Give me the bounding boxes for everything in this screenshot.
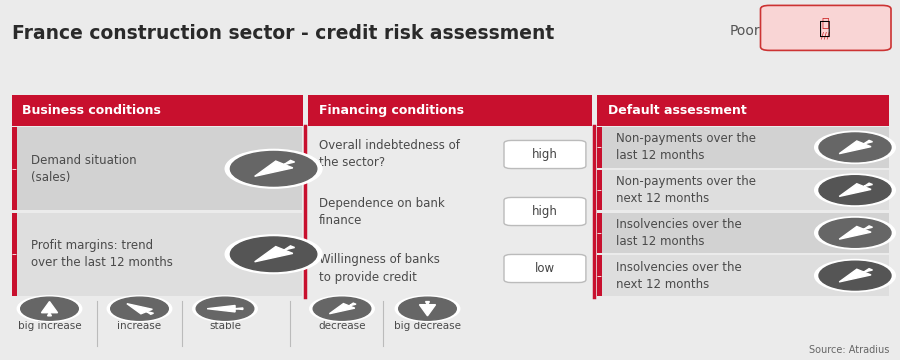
FancyBboxPatch shape (504, 140, 586, 168)
Text: –: – (597, 271, 602, 281)
Polygon shape (41, 302, 58, 313)
Text: –: – (597, 228, 602, 238)
Text: Insolvencies over the
next 12 months: Insolvencies over the next 12 months (616, 261, 742, 291)
FancyBboxPatch shape (308, 95, 592, 126)
Text: Dependence on bank
finance: Dependence on bank finance (319, 197, 445, 226)
Circle shape (814, 260, 896, 292)
Polygon shape (342, 303, 356, 309)
Text: Business conditions: Business conditions (22, 104, 161, 117)
FancyBboxPatch shape (597, 255, 889, 296)
Circle shape (225, 235, 322, 274)
Circle shape (196, 297, 254, 320)
Polygon shape (839, 269, 871, 282)
Text: France construction sector - credit risk assessment: France construction sector - credit risk… (12, 24, 554, 43)
Polygon shape (329, 303, 355, 314)
Circle shape (819, 219, 891, 247)
Text: Non-payments over the
next 12 months: Non-payments over the next 12 months (616, 175, 757, 205)
Text: ///: /// (821, 31, 830, 40)
Circle shape (17, 296, 82, 321)
Text: high: high (532, 148, 558, 161)
Polygon shape (255, 247, 292, 262)
Text: high: high (532, 205, 558, 218)
FancyBboxPatch shape (12, 212, 302, 296)
Circle shape (819, 261, 891, 290)
Circle shape (819, 133, 891, 162)
Circle shape (814, 174, 896, 206)
Polygon shape (855, 226, 872, 233)
FancyBboxPatch shape (597, 212, 602, 253)
Polygon shape (207, 306, 235, 312)
Circle shape (230, 152, 317, 186)
Circle shape (814, 217, 896, 249)
Polygon shape (127, 303, 152, 314)
Circle shape (395, 296, 460, 321)
Polygon shape (855, 269, 872, 276)
Circle shape (111, 297, 168, 320)
Polygon shape (839, 141, 871, 154)
Circle shape (310, 296, 374, 321)
Polygon shape (839, 226, 871, 239)
Circle shape (21, 297, 78, 320)
Circle shape (225, 149, 322, 188)
Text: Demand situation
(sales): Demand situation (sales) (32, 154, 137, 184)
FancyBboxPatch shape (504, 255, 586, 283)
Text: –: – (12, 164, 17, 174)
FancyBboxPatch shape (597, 170, 889, 210)
Circle shape (193, 296, 257, 321)
Text: ⛅: ⛅ (822, 17, 829, 30)
Polygon shape (255, 161, 292, 176)
Polygon shape (48, 309, 51, 316)
FancyBboxPatch shape (12, 95, 303, 126)
Text: –: – (12, 249, 17, 259)
FancyBboxPatch shape (12, 212, 17, 296)
Text: big decrease: big decrease (394, 321, 461, 331)
FancyBboxPatch shape (597, 127, 889, 168)
Polygon shape (273, 160, 294, 169)
Polygon shape (140, 309, 154, 314)
FancyBboxPatch shape (12, 127, 17, 210)
Text: –: – (597, 185, 602, 195)
Circle shape (313, 297, 371, 320)
Text: increase: increase (117, 321, 162, 331)
Text: stable: stable (209, 321, 241, 331)
FancyBboxPatch shape (597, 212, 889, 253)
Circle shape (819, 176, 891, 204)
Polygon shape (419, 305, 436, 316)
Polygon shape (855, 140, 872, 148)
Text: Willingness of banks
to provide credit: Willingness of banks to provide credit (319, 253, 439, 284)
FancyBboxPatch shape (760, 5, 891, 50)
FancyBboxPatch shape (12, 127, 302, 210)
Polygon shape (227, 308, 243, 310)
Text: Profit margins: trend
over the last 12 months: Profit margins: trend over the last 12 m… (32, 239, 174, 269)
Circle shape (107, 296, 172, 321)
Circle shape (399, 297, 456, 320)
Polygon shape (426, 302, 429, 308)
Circle shape (814, 131, 896, 163)
FancyBboxPatch shape (597, 255, 602, 296)
Polygon shape (839, 184, 871, 197)
Text: big increase: big increase (18, 321, 81, 331)
FancyBboxPatch shape (597, 127, 602, 168)
Text: 🌧: 🌧 (819, 19, 832, 38)
Text: Source: Atradius: Source: Atradius (809, 345, 889, 355)
Circle shape (230, 237, 317, 271)
Text: Poor: Poor (730, 24, 760, 37)
FancyBboxPatch shape (597, 170, 602, 210)
Text: Financing conditions: Financing conditions (319, 104, 464, 117)
FancyBboxPatch shape (597, 95, 889, 126)
Polygon shape (273, 246, 294, 255)
FancyBboxPatch shape (504, 197, 586, 225)
Text: –: – (597, 142, 602, 152)
Polygon shape (855, 183, 872, 190)
Text: decrease: decrease (319, 321, 365, 331)
Text: Insolvencies over the
last 12 months: Insolvencies over the last 12 months (616, 218, 742, 248)
Text: Overall indebtedness of
the sector?: Overall indebtedness of the sector? (319, 139, 460, 170)
Text: low: low (535, 262, 555, 275)
Text: Non-payments over the
last 12 months: Non-payments over the last 12 months (616, 132, 757, 162)
Text: Default assessment: Default assessment (608, 104, 746, 117)
